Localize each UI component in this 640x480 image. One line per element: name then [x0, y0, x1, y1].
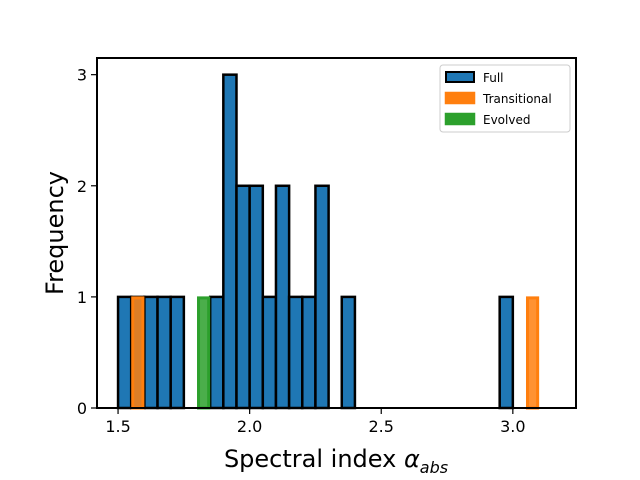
- y-tick-label: 3: [77, 66, 87, 85]
- bar-full: [169, 295, 186, 410]
- legend-label-transitional: Transitional: [482, 92, 552, 106]
- bar-full: [156, 295, 172, 410]
- x-axis-ticks: 1.5 2.0 2.5 3.0: [105, 408, 526, 436]
- bar-full: [301, 295, 317, 410]
- bar-full: [116, 295, 133, 410]
- x-tick-label: 2.0: [237, 417, 262, 436]
- y-tick-label: 1: [77, 288, 87, 307]
- bar-full: [143, 295, 159, 410]
- legend-swatch-evolved: [444, 112, 476, 126]
- bar-full: [287, 295, 304, 410]
- bar-full: [340, 295, 357, 410]
- y-axis-label: Frequency: [41, 171, 69, 295]
- bar-full: [235, 184, 251, 410]
- bar-full: [208, 295, 225, 410]
- legend: Full Transitional Evolved: [439, 64, 571, 133]
- y-tick-label: 2: [77, 177, 87, 196]
- legend-label-evolved: Evolved: [483, 113, 530, 127]
- x-tick-label: 2.5: [369, 417, 394, 436]
- x-tick-label: 3.0: [500, 417, 525, 436]
- bar-transitional: [525, 296, 540, 410]
- bar-full: [261, 295, 278, 410]
- bar-transitional: [131, 296, 145, 410]
- plot-frame: [96, 57, 577, 409]
- bar-evolved: [197, 296, 211, 410]
- y-tick-label: 0: [77, 399, 87, 418]
- bar-full: [248, 184, 265, 410]
- legend-swatch-full: [445, 71, 475, 83]
- legend-swatch-transitional: [444, 91, 476, 105]
- bar-full: [498, 295, 515, 410]
- x-tick-label: 1.5: [105, 417, 130, 436]
- y-axis-ticks: 0 1 2 3: [77, 66, 97, 418]
- bar-full: [274, 184, 291, 410]
- x-axis-label: Spectral index αabs: [224, 445, 448, 477]
- bar-full: [222, 73, 238, 410]
- bar-full: [314, 184, 330, 410]
- legend-label-full: Full: [483, 71, 504, 85]
